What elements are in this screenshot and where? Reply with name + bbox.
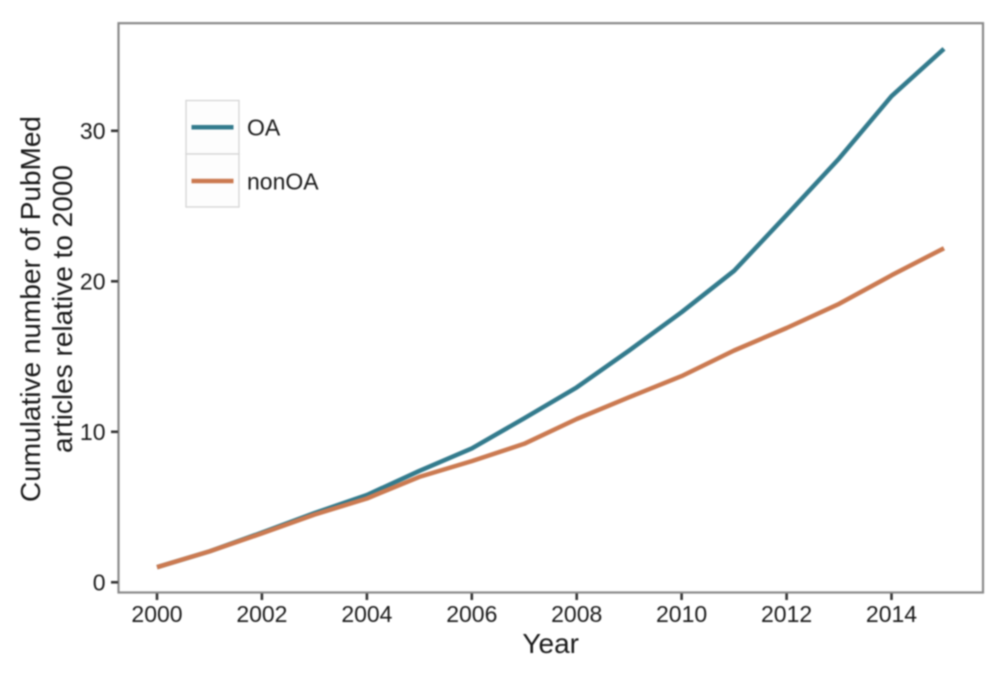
- svg-text:Year: Year: [522, 628, 579, 659]
- svg-text:30: 30: [80, 118, 106, 144]
- svg-text:2000: 2000: [131, 601, 182, 627]
- svg-text:2008: 2008: [551, 601, 602, 627]
- svg-text:articles relative to 2000: articles relative to 2000: [47, 165, 78, 453]
- svg-text:2006: 2006: [446, 601, 497, 627]
- svg-text:10: 10: [80, 419, 106, 445]
- svg-text:2010: 2010: [656, 601, 707, 627]
- svg-text:2002: 2002: [236, 601, 287, 627]
- svg-text:2012: 2012: [761, 601, 812, 627]
- svg-text:2014: 2014: [866, 601, 917, 627]
- svg-text:nonOA: nonOA: [247, 168, 319, 194]
- svg-text:20: 20: [80, 269, 106, 295]
- svg-text:Cumulative number of PubMed: Cumulative number of PubMed: [15, 116, 46, 502]
- svg-text:0: 0: [93, 570, 106, 596]
- svg-text:OA: OA: [247, 115, 281, 141]
- svg-text:2004: 2004: [341, 601, 392, 627]
